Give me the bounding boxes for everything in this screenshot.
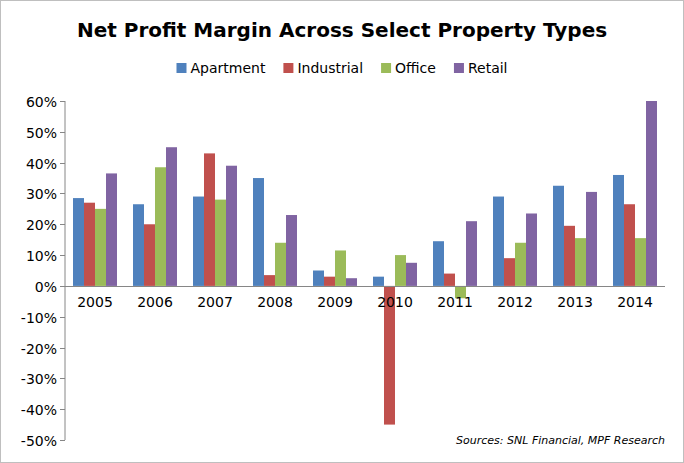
y-tick-label: 0% [35,279,57,295]
x-axis [65,286,665,287]
y-tick-label: -20% [21,341,57,357]
source-note: Sources: SNL Financial, MPF Research [456,434,665,447]
legend-swatch [381,63,391,73]
y-tick [60,224,65,225]
bar [106,173,117,285]
bar [215,200,226,286]
y-tick [60,317,65,318]
bar [253,178,264,286]
x-tick-label: 2010 [377,294,413,310]
y-tick [60,348,65,349]
y-tick-label: 10% [26,248,57,264]
bar [166,147,177,286]
bar [155,167,166,286]
legend: Apartment Industrial Office Retail [176,60,507,76]
bar [504,258,515,286]
x-tick-label: 2012 [497,294,533,310]
bar [204,153,215,286]
y-tick [60,255,65,256]
bar [553,186,564,286]
x-tick-label: 2014 [617,294,653,310]
y-tick [60,409,65,410]
bar [433,241,444,286]
y-tick [60,193,65,194]
bar [73,198,84,286]
bar [466,221,477,286]
x-tick-label: 2007 [197,294,233,310]
y-tick [60,440,65,441]
y-tick [60,163,65,164]
bar [586,192,597,286]
x-tick-label: 2011 [437,294,473,310]
y-tick-label: -40% [21,402,57,418]
bar [493,197,504,286]
bar [346,278,357,286]
y-tick-label: -30% [21,371,57,387]
y-tick-label: 30% [26,186,57,202]
legend-label: Retail [468,60,508,76]
legend-label: Industrial [297,60,363,76]
x-tick-label: 2006 [137,294,173,310]
bar [515,243,526,286]
x-tick-label: 2008 [257,294,293,310]
bar [624,204,635,286]
legend-swatch [283,63,293,73]
bar [395,255,406,286]
x-tick-label: 2009 [317,294,353,310]
y-tick [60,286,65,287]
bar [144,224,155,286]
x-tick-label: 2013 [557,294,593,310]
bar [313,271,324,286]
bar [526,213,537,285]
legend-swatch [454,63,464,73]
bar [406,263,417,286]
bar [646,101,657,286]
bar [324,277,335,286]
bar [84,203,95,286]
legend-swatch [176,63,186,73]
y-tick-label: -10% [21,310,57,326]
y-tick-label: 50% [26,125,57,141]
bar [335,250,346,285]
y-tick [60,101,65,102]
y-tick-label: 60% [26,94,57,110]
y-tick-label: -50% [21,433,57,449]
x-tick-label: 2005 [77,294,113,310]
bar [444,274,455,286]
bars [73,101,657,425]
bar [95,209,106,286]
y-tick-label: 40% [26,156,57,172]
bar [193,197,204,286]
title: Net Profit Margin Across Select Property… [77,18,607,42]
bar [286,215,297,286]
chart: Net Profit Margin Across Select Property… [0,0,684,463]
bar [613,175,624,286]
bar [133,204,144,286]
y-tick-label: 20% [26,217,57,233]
bar [264,275,275,286]
y-axis [65,101,66,440]
bar [575,238,586,286]
y-tick [60,378,65,379]
bar [635,238,646,286]
bar [373,277,384,286]
legend-label: Apartment [190,60,265,76]
legend-label: Office [395,60,436,76]
y-tick [60,132,65,133]
bar [564,226,575,286]
chart-frame [1,1,684,463]
bar [226,166,237,286]
bar [275,243,286,286]
